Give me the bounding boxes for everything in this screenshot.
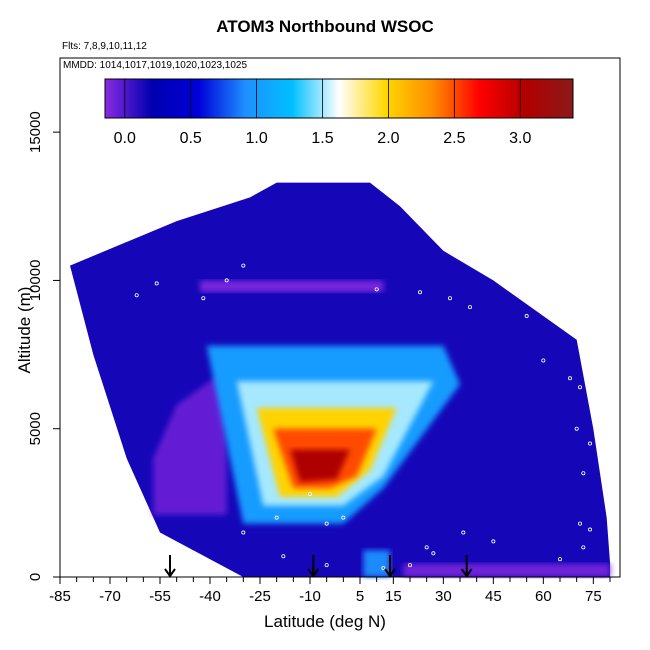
colorbar-tick-label: 0.0 — [114, 130, 136, 147]
x-tick-label: 15 — [385, 588, 402, 605]
sample-point — [541, 358, 546, 363]
subtitle-flights: Flts: 7,8,9,10,11,12 — [62, 41, 147, 52]
heatmap-region-south-low-layer — [153, 369, 227, 515]
sample-point — [588, 441, 593, 446]
sample-point — [224, 278, 229, 283]
sample-point — [578, 521, 583, 526]
sample-point — [191, 557, 196, 562]
flight-arrow-head — [307, 568, 320, 578]
sample-point — [574, 426, 579, 431]
heatmap-region-core-3.0 — [290, 449, 350, 483]
sample-point — [467, 305, 472, 310]
y-tick-label: 5000 — [27, 412, 44, 445]
flight-arrow-head — [164, 568, 176, 578]
flight-arrow-head — [460, 568, 473, 578]
sample-point — [324, 521, 329, 526]
sample-point — [578, 385, 583, 390]
sample-point — [68, 272, 73, 277]
sample-point — [134, 293, 139, 298]
sample-point — [381, 566, 386, 571]
heatmap-region-surface-blue-patch — [363, 550, 390, 577]
sample-point — [558, 557, 563, 562]
sample-point — [447, 296, 452, 301]
sample-point — [154, 281, 159, 286]
x-tick-label: 30 — [435, 588, 452, 605]
sample-point — [431, 551, 436, 556]
sample-point — [241, 263, 246, 268]
sample-point — [314, 177, 319, 182]
x-tick-label: 75 — [585, 588, 602, 605]
colorbar-tick-label: 0.5 — [180, 130, 202, 147]
sample-point — [241, 530, 246, 535]
sample-point — [568, 376, 573, 381]
x-tick-label: -55 — [149, 588, 171, 605]
heatmap-region-surface-purple-band — [403, 563, 610, 577]
colorbar-tick-label: 2.5 — [443, 130, 465, 147]
colorbar-tick-label: 2.0 — [377, 130, 399, 147]
flight-arrow-head — [384, 568, 396, 578]
x-tick-label: -25 — [249, 588, 271, 605]
sample-point — [201, 296, 206, 301]
x-tick-label: -70 — [99, 588, 121, 605]
sample-point — [274, 515, 279, 520]
sample-point — [581, 545, 586, 550]
colorbar-tick-label: 1.0 — [245, 130, 267, 147]
sample-point — [588, 527, 593, 532]
x-tick-label: -10 — [299, 588, 321, 605]
y-tick-label: 0 — [27, 573, 44, 581]
x-axis-label: Latitude (deg N) — [264, 612, 386, 631]
sample-point — [324, 563, 329, 568]
sample-point — [407, 563, 412, 568]
x-tick-label: -85 — [49, 588, 71, 605]
sample-point — [374, 287, 379, 292]
plot-frame — [59, 57, 621, 578]
y-tick-label: 10000 — [27, 260, 44, 302]
sample-point — [424, 545, 429, 550]
colorbar — [104, 78, 574, 119]
sample-point — [491, 539, 496, 544]
sample-point — [341, 515, 346, 520]
sample-point — [461, 530, 466, 535]
sample-point — [581, 471, 586, 476]
chart-title: ATOM3 Northbound WSOC — [216, 17, 434, 36]
y-tick-label: 15000 — [27, 111, 44, 153]
x-tick-label: -40 — [199, 588, 221, 605]
colorbar-tick-label: 3.0 — [509, 130, 531, 147]
sample-point — [524, 314, 529, 319]
sample-point — [281, 554, 286, 559]
subtitle-dates: MMDD: 1014,1017,1019,1020,1023,1025 — [63, 60, 248, 71]
x-tick-label: 45 — [485, 588, 502, 605]
x-tick-label: 5 — [356, 588, 364, 605]
sample-point — [417, 290, 422, 295]
x-tick-label: 60 — [535, 588, 552, 605]
colorbar-tick-label: 1.5 — [311, 130, 333, 147]
heatmap-region-upper-purple-band — [200, 280, 384, 293]
sample-point — [307, 491, 312, 496]
